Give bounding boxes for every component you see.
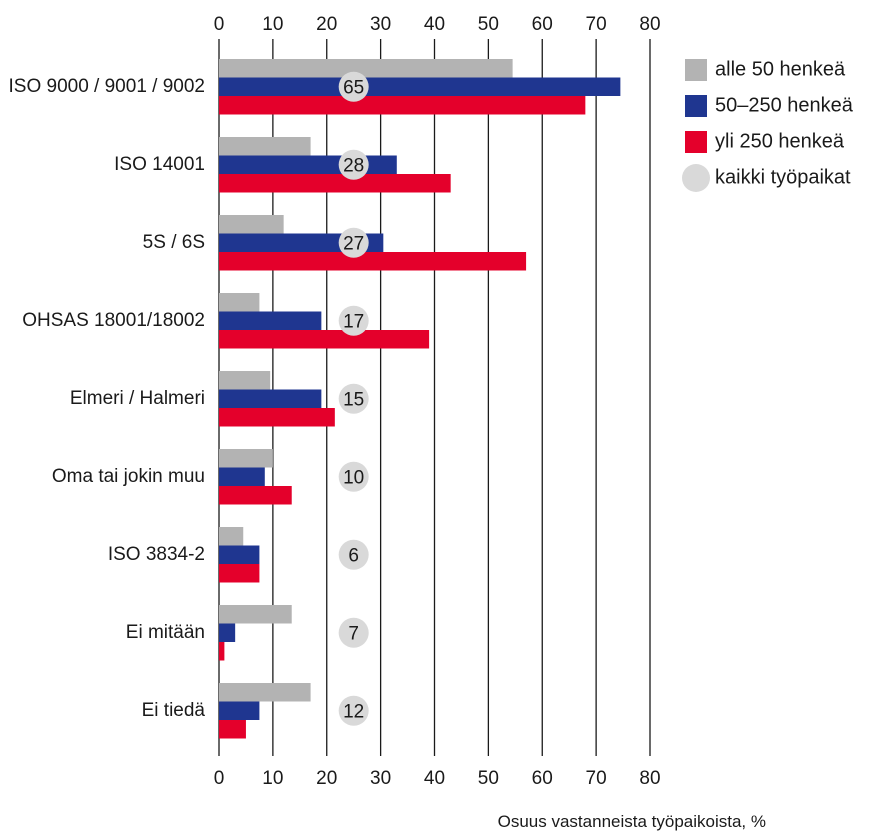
bar	[219, 467, 265, 486]
all-workplaces-marker	[338, 695, 369, 726]
bar	[219, 486, 292, 505]
tick-label: 20	[316, 768, 337, 789]
bottom-axis: 0 10 20 30 40 50 60 70 80	[214, 750, 661, 789]
category-axis: ISO 9000 / 9001 / 9002 ISO 14001 5S / 6S OH…	[9, 76, 206, 721]
all-workplaces-marker	[338, 539, 369, 570]
all-workplaces-marker	[338, 461, 369, 492]
tick-label: 30	[370, 768, 391, 789]
legend-swatch	[685, 131, 707, 153]
category-label: ISO 3834-2	[108, 544, 205, 565]
tick-label: 40	[424, 768, 445, 789]
tick-label: 60	[532, 14, 553, 35]
bar	[219, 137, 311, 156]
bar	[219, 408, 335, 427]
category-label: Oma tai jokin muu	[52, 466, 205, 487]
category-label: Elmeri / Halmeri	[70, 388, 205, 409]
all-workplaces-value: 7	[348, 623, 359, 644]
tick-label: 30	[370, 14, 391, 35]
tick-label: 10	[262, 768, 283, 789]
bars	[219, 59, 621, 739]
tick-label: 10	[262, 14, 283, 35]
legend: alle 50 henkeä 50–250 henkeä yli 250 henke…	[682, 58, 854, 192]
tick-label: 60	[532, 768, 553, 789]
tick-label: 50	[478, 14, 499, 35]
legend-swatch	[685, 95, 707, 117]
category-label: Ei tiedä	[142, 700, 206, 721]
category-label: OHSAS 18001/18002	[22, 310, 205, 331]
tick-label: 50	[478, 768, 499, 789]
tick-label: 70	[586, 14, 607, 35]
tick-label: 20	[316, 14, 337, 35]
legend-label: kaikki työpaikat	[715, 166, 851, 188]
all-workplaces-marker	[338, 383, 369, 414]
legend-label: yli 250 henkeä	[715, 130, 845, 152]
bar	[219, 683, 311, 702]
tick-label: 80	[639, 768, 660, 789]
legend-label: alle 50 henkeä	[715, 58, 846, 80]
bar	[219, 449, 273, 468]
tick-label: 0	[214, 768, 225, 789]
all-workplaces-value: 10	[343, 467, 364, 488]
legend-swatch	[685, 59, 707, 81]
bar	[219, 605, 292, 624]
bar	[219, 371, 271, 390]
all-workplaces-marker	[338, 227, 369, 258]
bar	[219, 564, 260, 583]
all-workplaces-value: 15	[343, 389, 364, 410]
bar	[219, 252, 527, 271]
all-workplaces-value: 17	[343, 311, 364, 332]
bar	[219, 642, 225, 661]
bar	[219, 77, 621, 96]
all-workplaces-marker	[338, 149, 369, 180]
bar	[219, 59, 513, 78]
all-workplaces-value: 65	[343, 77, 364, 98]
tick-label: 80	[639, 14, 660, 35]
all-workplaces-value: 27	[343, 233, 364, 254]
legend-label: 50–250 henkeä	[715, 94, 854, 116]
top-axis: 0 10 20 30 40 50 60 70 80	[214, 14, 661, 45]
all-workplaces-marker	[338, 617, 369, 648]
tick-label: 40	[424, 14, 445, 35]
all-workplaces-value: 28	[343, 155, 364, 176]
legend-swatch	[682, 164, 710, 192]
bar	[219, 96, 586, 115]
bar	[219, 215, 284, 234]
tick-label: 70	[586, 768, 607, 789]
bar	[219, 174, 451, 193]
all-workplaces-value: 12	[343, 701, 364, 722]
all-workplaces-value: 6	[348, 545, 359, 566]
category-label: ISO 14001	[114, 154, 205, 175]
x-axis-label: Osuus vastanneista työpaikoista, %	[498, 812, 766, 831]
bar	[219, 527, 244, 546]
all-workplaces-marker	[338, 305, 369, 336]
bar	[219, 389, 322, 408]
bar	[219, 545, 260, 564]
bar	[219, 330, 430, 349]
category-label: ISO 9000 / 9001 / 9002	[9, 76, 206, 97]
bar	[219, 623, 236, 642]
all-workplaces-markers: 65 28 27 17 15 10 6 7 12	[338, 71, 369, 726]
all-workplaces-marker	[338, 71, 369, 102]
bar	[219, 311, 322, 330]
category-label: 5S / 6S	[143, 232, 205, 253]
category-label: Ei mitään	[126, 622, 205, 643]
tick-label: 0	[214, 14, 225, 35]
bar	[219, 720, 246, 739]
bar	[219, 701, 260, 720]
bar	[219, 155, 397, 174]
bar	[219, 293, 260, 312]
